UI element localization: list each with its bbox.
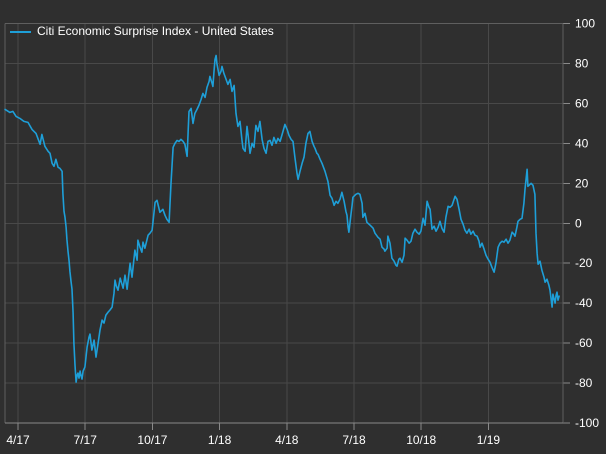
legend-line-sample [10,30,31,33]
x-axis-label: 7/18 [342,433,366,447]
y-axis-label: 20 [575,176,589,190]
y-axis-label: 80 [575,56,589,70]
y-axis-label: -80 [575,376,593,390]
x-axis-label: 1/18 [208,433,232,447]
x-axis-label: 10/18 [406,433,436,447]
series-line[interactable] [4,54,560,383]
y-axis-label: -40 [575,296,593,310]
x-axis-label: 1/19 [477,433,501,447]
x-axis-label: 10/17 [137,433,167,447]
x-axis-label: 4/18 [275,433,299,447]
y-axis-label: 0 [575,216,582,230]
y-axis-label: 100 [575,17,595,31]
y-axis-label: -60 [575,336,593,350]
y-axis-label: -20 [575,256,593,270]
y-axis-label: -100 [575,416,599,430]
x-axis-label: 7/17 [74,433,98,447]
legend-item[interactable]: Citi Economic Surprise Index - United St… [10,24,274,39]
y-axis-label: 60 [575,96,589,110]
legend-label: Citi Economic Surprise Index - United St… [37,24,274,38]
y-axis-label: 40 [575,136,589,150]
x-axis-label: 4/17 [6,433,30,447]
